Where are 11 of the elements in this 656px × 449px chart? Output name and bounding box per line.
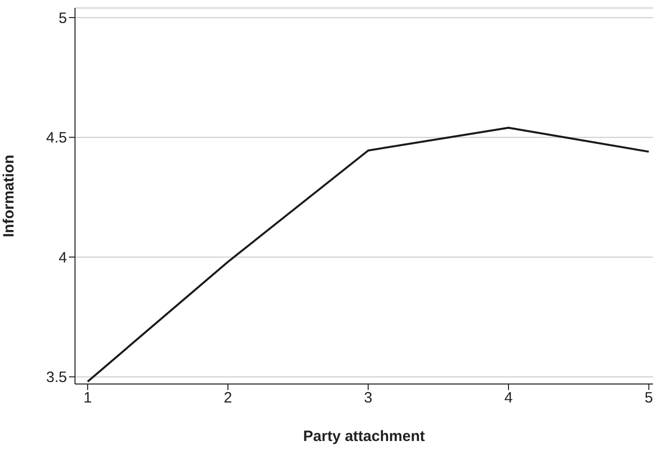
x-tick-label: 5 [644, 390, 653, 407]
y-tick-label: 5 [58, 10, 67, 27]
x-tick-label: 2 [224, 390, 232, 407]
x-tick-label: 1 [83, 390, 92, 407]
x-axis-title: Party attachment [303, 428, 425, 445]
y-tick-label: 3.5 [46, 369, 67, 386]
y-axis-title: Information [0, 154, 18, 238]
y-tick-label: 4 [58, 249, 67, 266]
y-tick-label: 4.5 [46, 130, 67, 147]
x-tick-label: 4 [504, 390, 513, 407]
x-tick-label: 3 [364, 390, 372, 407]
